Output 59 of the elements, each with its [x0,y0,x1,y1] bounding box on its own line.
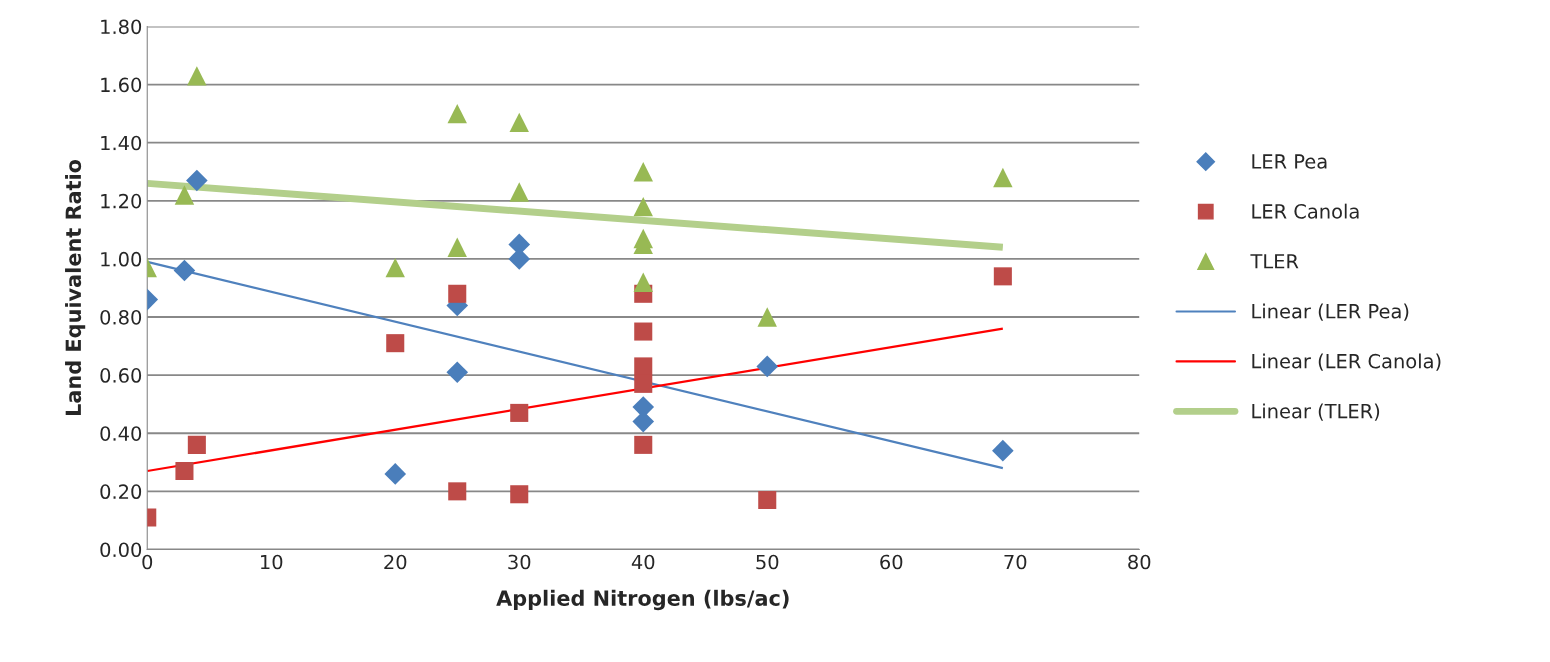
y-tick-label: 0.40 [100,426,142,441]
point [174,185,195,205]
point [448,482,467,501]
point [448,284,467,303]
point [634,435,653,454]
x-tick-label: 0 [142,554,153,570]
x-tick-label: 50 [756,554,779,570]
point [186,169,208,192]
point [187,66,207,86]
point [386,334,405,353]
point [509,112,529,133]
point [634,357,653,376]
y-tick-label: 1.80 [101,19,142,35]
x-tick-label: 60 [880,554,903,570]
x-tick-label: 30 [508,554,531,570]
point [992,439,1014,462]
point [385,257,405,278]
point [634,322,653,341]
x-tick-label: 80 [1128,554,1151,570]
legend-label: Linear (LER Pea) [1252,303,1409,321]
legend-label: LER Canola [1252,203,1359,219]
x-tick-label: 10 [261,554,283,570]
point [447,237,467,258]
point [633,272,653,292]
point [175,461,194,481]
point [510,485,529,504]
point [993,267,1012,286]
point [993,167,1013,188]
x-tick-label: 70 [1004,554,1027,570]
x-axis-title: Applied Nitrogen (lbs/ac) [496,589,789,611]
legend-label: TLER [1250,254,1299,269]
point [173,259,196,282]
point [446,361,469,384]
point [509,182,529,202]
y-tick-label: 1.60 [101,77,142,93]
y-tick-label: 1.20 [101,193,142,209]
legend-label: LER Pea [1252,154,1327,169]
y-tick-label: 0.00 [100,542,142,558]
y-tick-label: 1.00 [101,251,142,267]
point [633,162,653,182]
y-tick-label: 0.60 [100,368,142,383]
y-tick-label: 0.80 [100,309,142,325]
legend-label: Linear (TLER) [1252,403,1380,421]
y-axis-title: Land Equivalent Ratio [65,159,86,416]
legend-label: Linear (LER Canola) [1252,353,1441,371]
point [633,196,653,217]
y-tick-label: 0.20 [100,484,142,500]
point [510,403,529,422]
x-tick-label: 20 [384,554,407,570]
point [508,248,531,270]
y-tick-label: 1.40 [101,135,142,151]
point [447,103,467,124]
point [634,374,653,393]
point [187,435,206,454]
point [756,355,779,378]
point [757,307,777,327]
point [758,491,777,510]
point [384,463,407,485]
x-tick-label: 40 [631,554,655,570]
